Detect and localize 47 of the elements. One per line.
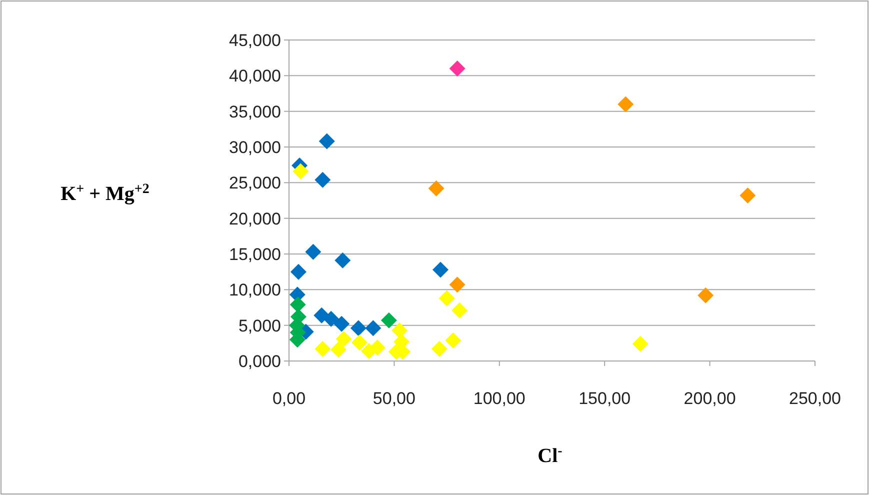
- point: [449, 276, 466, 293]
- point: [305, 244, 322, 260]
- y-tick-label: 5,000: [238, 316, 281, 336]
- point: [428, 180, 444, 196]
- point: [449, 60, 466, 77]
- x-axis-title: Cl$^{-}$: [538, 444, 563, 467]
- x-tick-label: 250,00: [789, 389, 841, 408]
- x-tick-label: 100,00: [473, 389, 526, 408]
- point: [290, 264, 306, 280]
- y-tick-label: 0,000: [238, 352, 281, 371]
- point: [318, 133, 335, 150]
- y-tick-label: 20,000: [229, 209, 281, 228]
- point: [290, 296, 306, 313]
- point: [314, 172, 331, 188]
- y-tick-label: 25,000: [229, 174, 281, 193]
- y-tick-label: 35,000: [229, 102, 281, 122]
- point: [292, 163, 309, 180]
- point: [334, 316, 350, 332]
- y-tick-label: 45,000: [229, 30, 281, 50]
- y-tick-label: 40,000: [229, 66, 281, 86]
- point: [632, 336, 648, 352]
- y-tick-label: 30,000: [229, 138, 281, 157]
- y-tick-label: 10,000: [229, 280, 281, 300]
- x-tick-label: 0,00: [272, 389, 306, 408]
- x-tick-label: 50,00: [372, 389, 416, 408]
- point: [391, 322, 408, 338]
- point: [740, 188, 756, 204]
- point: [618, 96, 634, 112]
- point: [334, 252, 351, 268]
- point: [698, 287, 714, 304]
- point: [380, 312, 397, 328]
- y-axis-title: K$^{+}$ + Mg$^{+2}$: [60, 182, 150, 205]
- point: [365, 320, 382, 336]
- point: [431, 340, 448, 357]
- point: [323, 310, 340, 327]
- point: [432, 262, 448, 278]
- point: [330, 342, 346, 358]
- x-tick-label: 150,00: [578, 389, 631, 408]
- point: [336, 330, 352, 347]
- point: [438, 290, 455, 306]
- point: [351, 334, 368, 350]
- point: [314, 340, 331, 357]
- point: [445, 332, 462, 348]
- point: [350, 320, 366, 336]
- point: [451, 302, 468, 318]
- x-tick-label: 200,00: [684, 389, 736, 408]
- y-tick-label: 15,000: [229, 244, 281, 264]
